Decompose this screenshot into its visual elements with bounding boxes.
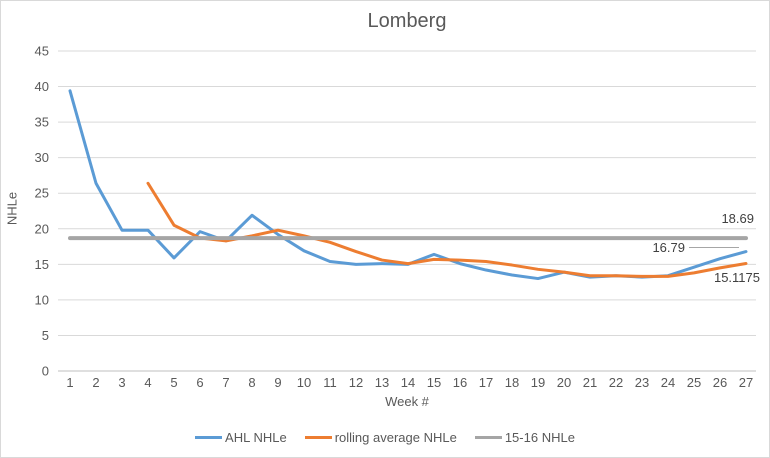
x-tick-label: 8 [248,375,255,390]
y-tick-label: 10 [35,292,49,307]
chart-title: Lomberg [367,10,447,32]
x-tick-label: 18 [505,375,519,390]
x-tick-label: 11 [323,375,337,390]
x-tick-label: 21 [583,375,597,390]
legend-label: rolling average NHLe [334,430,457,445]
data-label-ahl-final: 16.79 [652,240,739,255]
y-tick-label: 40 [35,79,49,94]
x-tick-label: 27 [739,375,753,390]
x-tick-label: 9 [274,375,281,390]
legend-swatch [304,436,332,439]
y-tick-label: 5 [42,328,49,343]
legend-swatch [195,436,223,439]
y-tick-label: 30 [35,150,49,165]
x-tick-label: 17 [479,375,493,390]
data-label-rolling-final: 15.1175 [714,270,760,285]
x-tick-label: 16 [453,375,467,390]
x-tick-label: 15 [427,375,441,390]
x-tick-label: 2 [92,375,99,390]
x-tick-label: 13 [375,375,389,390]
y-tick-label: 0 [42,364,49,379]
y-tick-label: 45 [35,44,49,59]
data-label-15-16-nhle: 18.69 [721,211,754,226]
x-tick-label: 10 [297,375,311,390]
x-tick-label: 7 [222,375,229,390]
y-tick-label: 15 [35,257,49,272]
y-tick-label: 35 [35,115,49,130]
legend-label: AHL NHLe [225,430,287,445]
x-axis-title: Week # [385,394,429,409]
x-tick-label: 5 [170,375,177,390]
x-tick-label: 26 [713,375,727,390]
legend-label: 15-16 NHLe [504,430,575,445]
x-tick-label: 12 [349,375,363,390]
y-tick-label: 25 [35,186,49,201]
legend: AHL NHLe rolling average NHLe 15-16 NHLe [1,430,769,445]
data-label-text: 15.1175 [713,270,760,285]
x-tick-label: 14 [401,375,415,390]
series-line-ahl-nhle[interactable] [68,89,748,281]
y-tick-label: 20 [35,221,49,236]
legend-item-15-16-nhle[interactable]: 15-16 NHLe [474,430,575,445]
x-tick-label: 25 [687,375,701,390]
x-tick-label: 1 [66,375,73,390]
x-tick-label: 19 [531,375,545,390]
x-tick-label: 22 [609,375,623,390]
x-tick-label: 3 [118,375,125,390]
data-label-text: 16.79 [652,240,685,255]
x-tick-label: 24 [661,375,675,390]
x-tick-label: 4 [144,375,151,390]
data-label-text: 18.69 [721,211,754,226]
x-tick-label: 23 [635,375,649,390]
leader-line [689,247,739,248]
x-tick-label: 20 [557,375,571,390]
legend-item-ahl-nhle[interactable]: AHL NHLe [195,430,287,445]
x-tick-label: 6 [196,375,203,390]
legend-swatch [474,436,502,439]
legend-item-rolling-average-nhle[interactable]: rolling average NHLe [304,430,457,445]
